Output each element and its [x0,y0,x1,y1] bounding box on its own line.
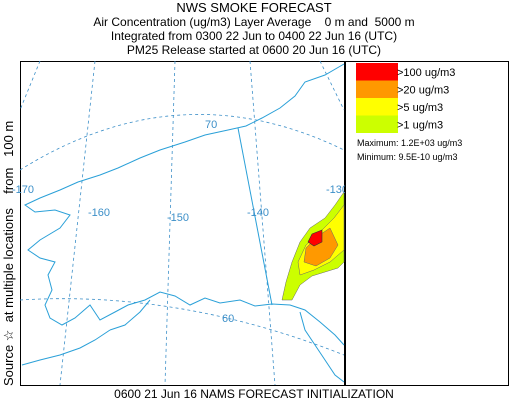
latitude-label: 60 [222,313,234,325]
longitude-label: -130 [326,184,348,196]
minimum: Minimum: 9.5E-10 ug/m3 [357,152,458,162]
map-panel: -170 -160 -150 -140 -130 70 60 [12,60,348,386]
smoke-plume [281,191,345,301]
subtitle: Air Concentration (ug/m3) Layer Average … [93,15,414,29]
coastline [21,63,345,383]
subtitle: PM25 Release started at 0600 20 Jun 16 (… [127,43,381,57]
longitude-label: -140 [247,207,269,219]
legend-swatch [356,80,398,98]
legend-label: >20 ug/m3 [397,85,449,97]
legend-label: >5 ug/m3 [397,102,443,114]
legend-label: >1 ug/m3 [397,120,443,132]
legend-swatch [356,63,398,81]
latitude-label: 70 [205,119,217,131]
longitude-label: -160 [88,207,110,219]
maximum: Maximum: 1.2E+03 ug/m3 [357,138,462,148]
title: NWS SMOKE FORECAST [176,0,331,15]
footer: 0600 21 Jun 16 NAMS FORECAST INITIALIZAT… [114,387,394,401]
longitude-label: -150 [167,212,189,224]
source-label: Source ☆ at multiple locations from 100 … [1,121,16,386]
legend-swatch [356,115,398,133]
legend: Maximum: 1.2E+03 ug/m3 Minimum: 9.5E-10 … [345,61,509,386]
legend-label: >100 ug/m3 [397,67,455,79]
longitude-label: -170 [12,184,34,196]
legend-swatch [356,98,398,116]
subtitle: Integrated from 0300 22 Jun to 0400 22 J… [111,29,397,43]
